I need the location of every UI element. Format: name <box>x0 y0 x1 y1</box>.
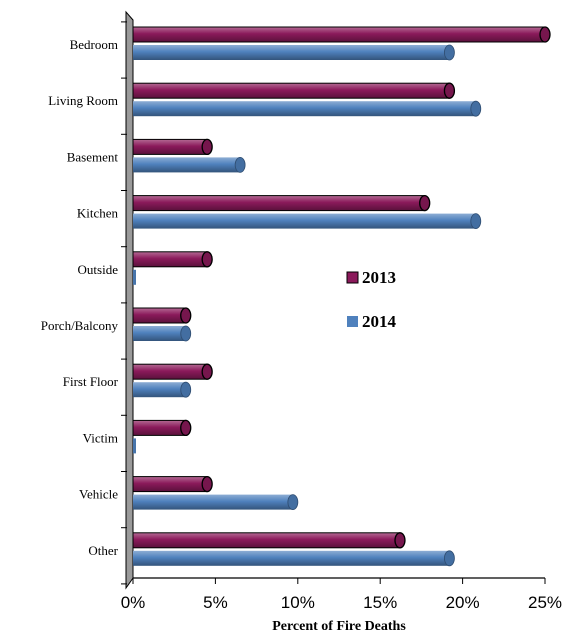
category-label: Porch/Balcony <box>41 318 119 333</box>
x-tick-label: 10% <box>281 593 315 612</box>
bar-bedroom-2013 <box>132 26 551 43</box>
bar-victim-2013 <box>132 419 192 437</box>
legend-label: 2014 <box>362 312 397 331</box>
bar-porch-balcony-2014 <box>133 325 192 342</box>
bar-vehicle-2014 <box>133 494 299 511</box>
bar-kitchen-2013 <box>132 194 431 212</box>
bar-first-floor-2014 <box>133 381 192 398</box>
chart-wall <box>125 10 545 590</box>
bar-living-room-2014 <box>133 100 482 117</box>
legend-item-2014: 2014 <box>347 312 397 331</box>
bar-living-room-2013 <box>132 82 456 99</box>
legend: 2013 2014 <box>346 268 397 331</box>
bar-first-floor-2013 <box>132 363 213 380</box>
category-label: First Floor <box>63 374 119 389</box>
legend-swatch <box>347 316 358 327</box>
bar-victim-2014 <box>133 438 136 454</box>
legend-swatch <box>346 271 359 284</box>
x-tick-label: 0% <box>121 593 146 612</box>
axes: Bedroom Living Room Basement Kitchen Outside… <box>41 21 562 612</box>
bars <box>132 26 551 567</box>
x-axis-title: Percent of Fire Deaths <box>272 619 406 634</box>
bar-vehicle-2013 <box>132 475 213 493</box>
bar-bedroom-2014 <box>133 44 455 61</box>
category-label: Outside <box>78 262 119 277</box>
category-label: Victim <box>83 430 118 445</box>
legend-item-2013: 2013 <box>346 268 396 287</box>
category-label: Living Room <box>48 93 118 108</box>
bar-porch-balcony-2013 <box>132 307 192 324</box>
category-label: Vehicle <box>79 487 118 502</box>
bar-kitchen-2014 <box>133 213 482 230</box>
bar-outside-2014 <box>133 269 136 285</box>
x-tick-label: 25% <box>528 593 562 612</box>
bar-other-2014 <box>133 550 455 567</box>
bar-other-2013 <box>132 532 406 549</box>
x-tick-label: 5% <box>203 593 228 612</box>
bar-basement-2013 <box>132 138 213 156</box>
category-label: Basement <box>67 149 119 164</box>
legend-label: 2013 <box>362 268 396 287</box>
x-tick-label: 15% <box>363 593 397 612</box>
category-label: Kitchen <box>77 206 119 221</box>
bar-basement-2014 <box>133 156 246 173</box>
category-label: Bedroom <box>70 37 118 52</box>
x-tick-label: 20% <box>446 593 480 612</box>
category-label: Other <box>88 543 118 558</box>
bar-outside-2013 <box>132 251 213 268</box>
